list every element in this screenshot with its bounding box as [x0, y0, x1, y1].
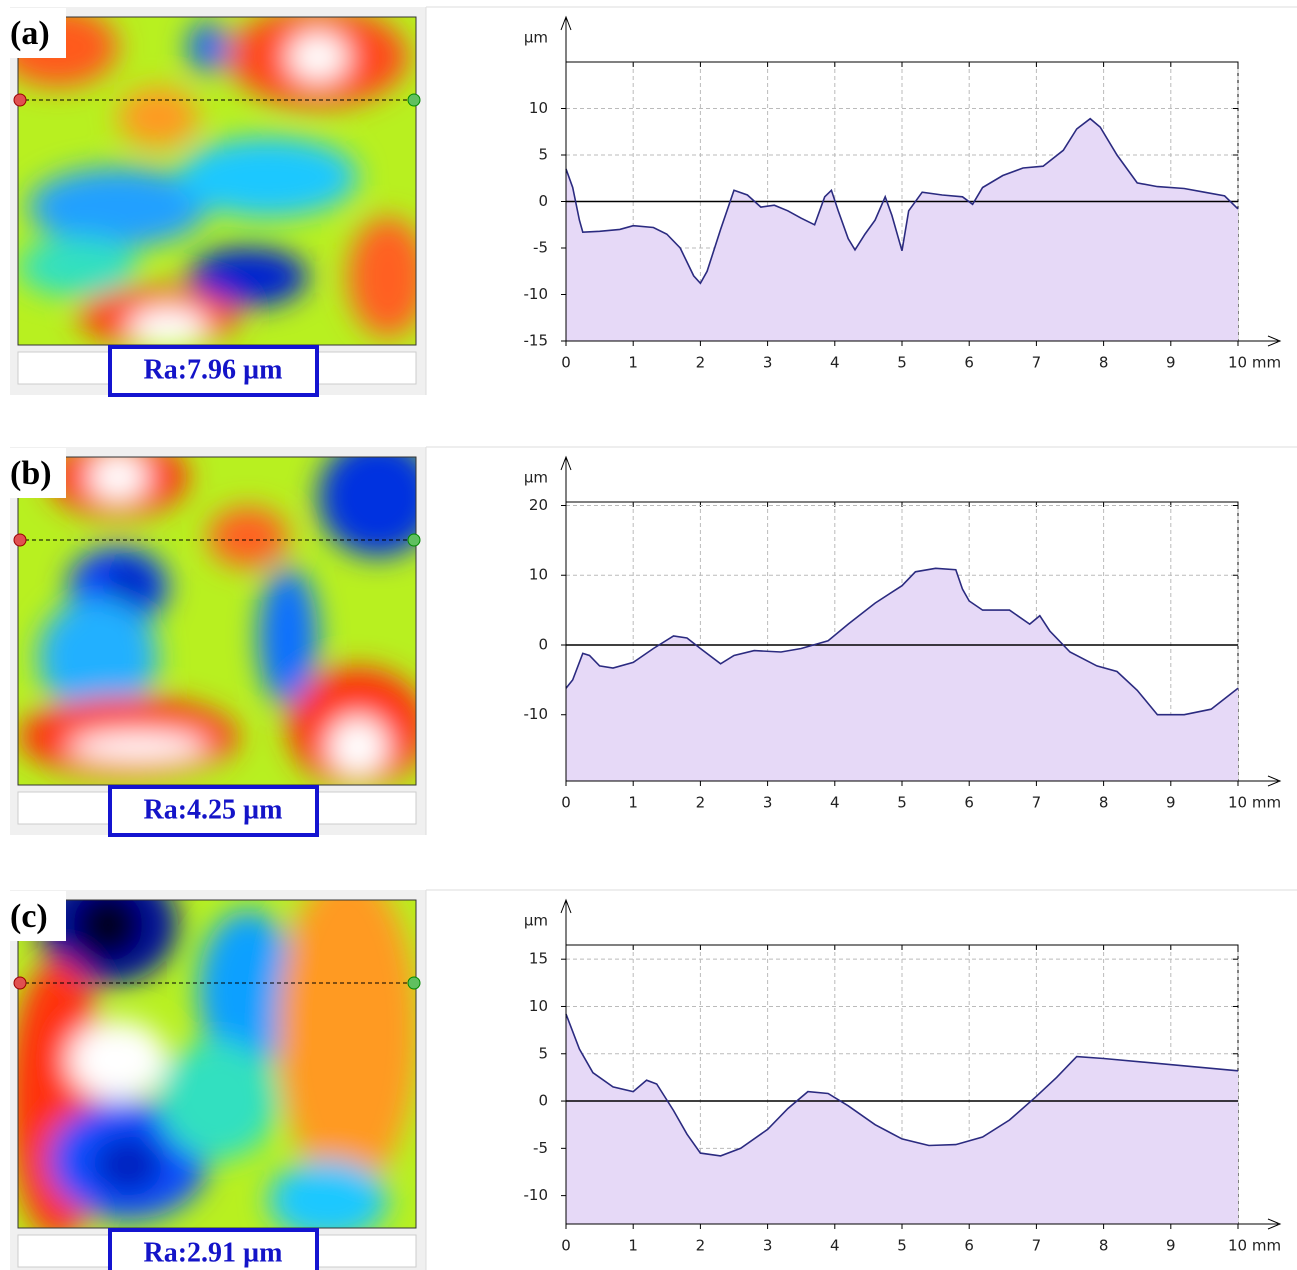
ra-value: Ra:7.96 µm	[143, 354, 282, 385]
y-tick-label: -15	[524, 332, 549, 350]
x-tick-label: 0	[561, 354, 571, 372]
x-tick-label: 6	[964, 1237, 974, 1255]
x-tick-label: 10 mm	[1228, 354, 1281, 372]
x-tick-label: 5	[897, 794, 907, 812]
y-tick-label: -10	[524, 1186, 549, 1204]
x-tick-label: 10 mm	[1228, 1237, 1281, 1255]
x-tick-label: 6	[964, 354, 974, 372]
panel-label: (b)	[10, 455, 52, 492]
panel-label: (c)	[10, 898, 48, 935]
x-tick-label: 1	[628, 1237, 638, 1255]
y-tick-label: 0	[538, 635, 548, 653]
x-tick-label: 3	[763, 354, 773, 372]
y-tick-label: -10	[524, 285, 549, 303]
x-tick-label: 4	[830, 794, 840, 812]
x-tick-label: 4	[830, 354, 840, 372]
ra-value: Ra:2.91 µm	[143, 1237, 282, 1268]
x-tick-label: 4	[830, 1237, 840, 1255]
x-tick-label: 6	[964, 794, 974, 812]
height-map	[8, 865, 418, 1240]
y-tick-label: 0	[538, 192, 548, 210]
x-tick-label: 0	[561, 1237, 571, 1255]
x-tick-label: 5	[897, 354, 907, 372]
y-tick-label: 0	[538, 1092, 548, 1110]
x-tick-label: 10 mm	[1228, 794, 1281, 812]
profile-end	[408, 977, 420, 989]
x-tick-label: 9	[1166, 1237, 1176, 1255]
x-tick-label: 8	[1099, 794, 1109, 812]
ra-value: Ra:4.25 µm	[143, 794, 282, 825]
x-tick-label: 0	[561, 794, 571, 812]
y-tick-label: -5	[533, 1139, 548, 1157]
x-tick-label: 8	[1099, 354, 1109, 372]
y-tick-label: 5	[538, 1044, 548, 1062]
y-axis-label: µm	[524, 912, 548, 930]
height-map	[18, 437, 438, 787]
x-tick-label: 3	[763, 1237, 773, 1255]
y-axis-label: µm	[524, 469, 548, 487]
y-tick-label: 10	[529, 99, 548, 117]
y-tick-label: -10	[524, 705, 549, 723]
y-tick-label: 15	[529, 950, 548, 968]
x-tick-label: 3	[763, 794, 773, 812]
y-tick-label: 20	[529, 496, 548, 514]
x-tick-label: 2	[696, 1237, 706, 1255]
y-tick-label: -5	[533, 239, 548, 257]
x-tick-label: 8	[1099, 1237, 1109, 1255]
x-tick-label: 1	[628, 794, 638, 812]
profile-end	[408, 94, 420, 106]
x-tick-label: 2	[696, 354, 706, 372]
x-tick-label: 7	[1032, 354, 1042, 372]
y-tick-label: 10	[529, 566, 548, 584]
x-tick-label: 7	[1032, 794, 1042, 812]
profile-start	[14, 534, 26, 546]
profile-start	[14, 977, 26, 989]
y-tick-label: 10	[529, 997, 548, 1015]
x-tick-label: 5	[897, 1237, 907, 1255]
figure: (a)Ra:7.96 µm012345678910 mm-15-10-50510…	[0, 0, 1297, 1270]
x-tick-label: 9	[1166, 354, 1176, 372]
x-tick-label: 1	[628, 354, 638, 372]
x-tick-label: 9	[1166, 794, 1176, 812]
panel-label: (a)	[10, 15, 50, 52]
x-tick-label: 7	[1032, 1237, 1042, 1255]
profile-start	[14, 94, 26, 106]
profile-end	[408, 534, 420, 546]
x-tick-label: 2	[696, 794, 706, 812]
y-tick-label: 5	[538, 146, 548, 164]
y-axis-label: µm	[524, 29, 548, 47]
